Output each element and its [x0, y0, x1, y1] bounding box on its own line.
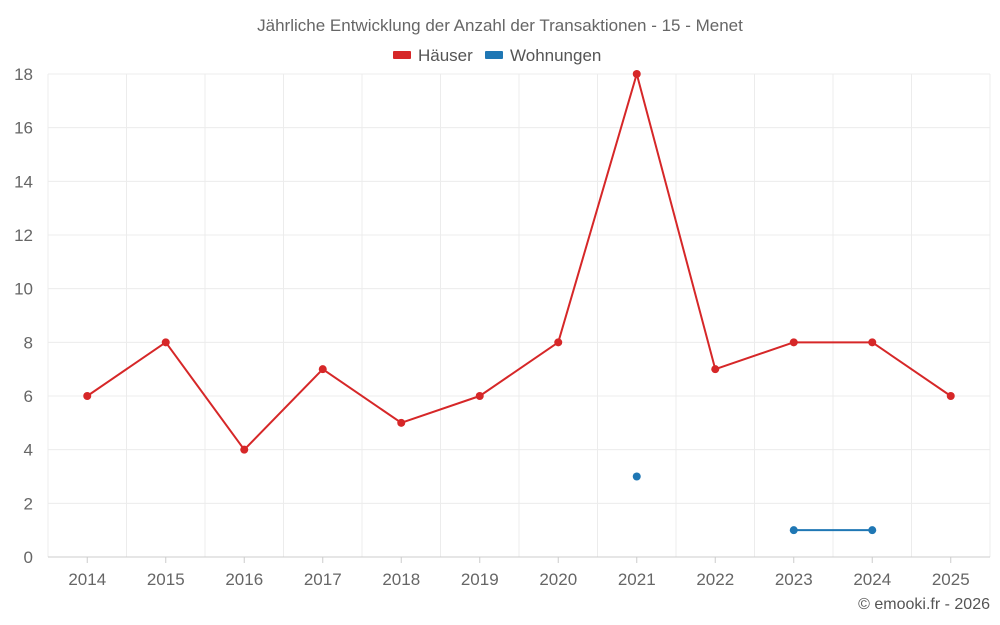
data-point-haeuser[interactable]	[632, 70, 641, 78]
legend-item-haeuser[interactable]: Häuser	[393, 46, 473, 65]
data-point-wohnungen[interactable]	[868, 526, 877, 535]
legend-swatch-haeuser	[393, 51, 411, 59]
series-wohnungen	[632, 472, 877, 535]
y-tick-label: 0	[24, 548, 33, 567]
x-tick-label: 2016	[225, 570, 263, 589]
y-tick-label: 16	[14, 119, 33, 138]
series-haeuser	[83, 70, 955, 454]
x-tick-label: 2023	[775, 570, 813, 589]
data-point-haeuser[interactable]	[475, 392, 484, 400]
x-tick-label: 2024	[853, 570, 891, 589]
data-point-wohnungen[interactable]	[632, 472, 641, 481]
series-line-haeuser	[86, 73, 952, 451]
x-tick-label: 2015	[147, 570, 185, 589]
legend-swatch-wohnungen	[485, 51, 503, 59]
data-point-haeuser[interactable]	[711, 365, 720, 374]
y-tick-label: 4	[24, 441, 33, 460]
y-tick-label: 10	[14, 280, 33, 299]
data-point-haeuser[interactable]	[83, 392, 92, 400]
y-tick-label: 14	[14, 172, 33, 191]
credit-text: © emooki.fr - 2026	[858, 596, 990, 613]
data-point-haeuser[interactable]	[161, 338, 170, 347]
data-point-haeuser[interactable]	[397, 418, 406, 427]
x-tick-label: 2014	[68, 570, 106, 589]
legend-item-wohnungen[interactable]: Wohnungen	[485, 46, 601, 65]
y-tick-label: 6	[24, 387, 33, 406]
legend: Häuser Wohnungen	[393, 46, 601, 65]
x-tick-label: 2019	[461, 570, 499, 589]
data-point-wohnungen[interactable]	[789, 526, 798, 535]
chart-title: Jährliche Entwicklung der Anzahl der Tra…	[257, 16, 743, 35]
data-point-haeuser[interactable]	[240, 445, 249, 454]
data-point-haeuser[interactable]	[789, 338, 798, 347]
x-tick-label: 2021	[618, 570, 656, 589]
axes: 0 2 4 6 8 10 12 14 16 18 2014 2015 2016 2017 2018 2019 2…	[14, 65, 990, 589]
y-tick-label: 8	[24, 333, 33, 352]
x-tick-label: 2020	[539, 570, 577, 589]
gridlines	[47, 73, 991, 557]
legend-label-wohnungen: Wohnungen	[510, 46, 601, 65]
data-point-haeuser[interactable]	[318, 365, 327, 374]
data-point-haeuser[interactable]	[554, 338, 563, 347]
data-point-haeuser[interactable]	[946, 392, 955, 400]
legend-label-haeuser: Häuser	[418, 46, 473, 65]
data-point-haeuser[interactable]	[868, 338, 877, 347]
x-tick-label: 2018	[382, 570, 420, 589]
x-tick-label: 2022	[696, 570, 734, 589]
x-tick-label: 2025	[932, 570, 970, 589]
y-tick-label: 12	[14, 226, 33, 245]
y-tick-label: 18	[14, 65, 33, 84]
series	[83, 70, 955, 535]
y-tick-label: 2	[24, 494, 33, 513]
x-tick-label: 2017	[304, 570, 342, 589]
